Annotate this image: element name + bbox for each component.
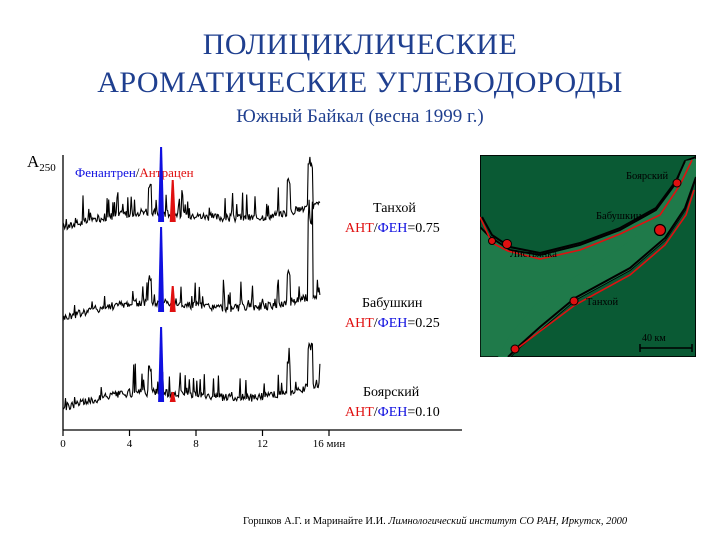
map-shore-south [507, 176, 696, 357]
footer-authors: Горшков А.Г. и Маринайте И.И. [243, 516, 386, 527]
marker-listvyanka[interactable] [502, 239, 512, 249]
chromatogram-chart: A250 Фенантрен/Антрацен 0 4 8 12 16 мин Танх… [27, 147, 462, 450]
x-tick-label: 16 мин [313, 438, 346, 450]
anthracene-peak [169, 180, 176, 222]
trace-label-tankhoy: Танхой АНТ/ФЕН=0.75 [345, 201, 440, 236]
x-tick-label: 0 [60, 438, 66, 450]
trace-name: Боярский [363, 385, 420, 400]
anthracene-peak [169, 392, 176, 402]
chromatogram-trace [62, 199, 321, 322]
phenanthrene-peak [158, 227, 165, 312]
subtitle: Южный Байкал (весна 1999 г.) [236, 106, 484, 127]
x-tick-label: 8 [193, 438, 199, 450]
phenanthrene-peak [158, 327, 165, 402]
map-route-south [513, 189, 695, 352]
label-tankhoy: Танхой [586, 297, 619, 308]
phenanthrene-peak [158, 147, 165, 222]
legend-anthracene: Антрацен [139, 165, 193, 180]
map-shore-north [481, 160, 686, 255]
x-tick-label: 12 [257, 438, 268, 450]
marker-listvyanka-west[interactable] [488, 237, 496, 245]
trace-label-boyarsky: Боярский АНТ/ФЕН=0.10 [345, 385, 440, 420]
y-label: A250 [27, 152, 56, 174]
map-lake [498, 159, 696, 357]
label-babushkin: Бабушкин [596, 211, 642, 222]
trace-ratio: АНТ/ФЕН=0.25 [345, 316, 440, 331]
label-listvyanka: Листвянка [510, 249, 557, 260]
marker-tankhoy[interactable] [569, 296, 579, 306]
traces [62, 147, 321, 411]
chromatogram-trace [62, 341, 321, 411]
trace-ratio: АНТ/ФЕН=0.10 [345, 405, 440, 420]
title-line-1: ПОЛИЦИКЛИЧЕСКИЕ [202, 28, 518, 61]
marker-babushkin[interactable] [653, 223, 667, 237]
x-ticks: 0 4 8 12 16 мин [60, 430, 345, 450]
footer-institute: Лимнологический институт СО РАН, Иркутск… [388, 516, 628, 527]
footer-credit: Горшков А.Г. и Маринайте И.И. Лимнологич… [243, 516, 627, 527]
trace-name: Бабушкин [362, 296, 423, 311]
marker-boyarsky[interactable] [672, 178, 682, 188]
trace-label-babushkin: Бабушкин АНТ/ФЕН=0.25 [345, 296, 440, 331]
legend-phenanthrene: Фенантрен [75, 165, 136, 180]
baikal-map: Боярский Бабушкин Листвянка Танхой 40 км [480, 155, 696, 357]
scale-label: 40 км [642, 333, 666, 344]
legend: Фенантрен/Антрацен [75, 165, 194, 180]
trace-name: Танхой [373, 201, 416, 216]
chromatogram-trace [62, 156, 321, 231]
title-line-2: АРОМАТИЧЕСКИЕ УГЛЕВОДОРОДЫ [97, 66, 623, 99]
marker-south[interactable] [510, 344, 520, 354]
anthracene-peak [169, 286, 176, 312]
trace-ratio: АНТ/ФЕН=0.75 [345, 221, 440, 236]
x-tick-label: 4 [127, 438, 133, 450]
map-route [480, 159, 693, 260]
label-boyarsky: Боярский [626, 171, 669, 182]
